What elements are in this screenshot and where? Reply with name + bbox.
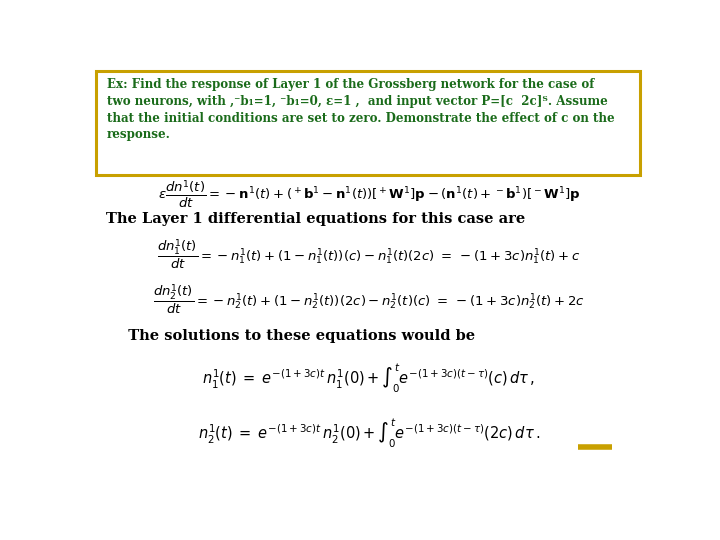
Text: The solutions to these equations would be: The solutions to these equations would b… — [118, 329, 475, 343]
Text: The Layer 1 differential equations for this case are: The Layer 1 differential equations for t… — [106, 212, 525, 226]
Text: $\dfrac{dn_2^1(t)}{dt} = -n_2^1(t) + (1 - n_2^1(t))(2c) - n_2^1(t)(c) \;=\; -(1+: $\dfrac{dn_2^1(t)}{dt} = -n_2^1(t) + (1 … — [153, 283, 585, 318]
Text: $\varepsilon\dfrac{dn^1(t)}{dt} = -\mathbf{n}^1(t) + (^+\mathbf{b}^1 - \mathbf{n: $\varepsilon\dfrac{dn^1(t)}{dt} = -\math… — [158, 178, 580, 210]
Text: Ex: Find the response of Layer 1 of the Grossberg network for the case of: Ex: Find the response of Layer 1 of the … — [107, 78, 594, 91]
Text: response.: response. — [107, 128, 171, 141]
Text: $n_1^1(t) \;=\; e^{-(1+3c)t}\,n_1^1(0) + \int_0^t e^{-(1+3c)(t-\tau)}(c)\,d\tau\: $n_1^1(t) \;=\; e^{-(1+3c)t}\,n_1^1(0) +… — [202, 362, 536, 395]
Text: $\dfrac{dn_1^1(t)}{dt} = -n_1^1(t) + (1 - n_1^1(t))(c) - n_1^1(t)(2c) \;=\; -(1+: $\dfrac{dn_1^1(t)}{dt} = -n_1^1(t) + (1 … — [157, 238, 581, 272]
Text: two neurons, with ,⁻b₁=1, ⁻b₁=0, ε=1 ,  and input vector P=[c  2c]ᵀ. Assume: two neurons, with ,⁻b₁=1, ⁻b₁=0, ε=1 , a… — [107, 94, 608, 108]
Text: $n_2^1(t) \;=\; e^{-(1+3c)t}\,n_2^1(0) + \int_0^t e^{-(1+3c)(t-\tau)}(2c)\,d\tau: $n_2^1(t) \;=\; e^{-(1+3c)t}\,n_2^1(0) +… — [198, 416, 540, 450]
FancyBboxPatch shape — [96, 71, 639, 175]
Text: that the initial conditions are set to zero. Demonstrate the effect of c on the: that the initial conditions are set to z… — [107, 112, 614, 125]
